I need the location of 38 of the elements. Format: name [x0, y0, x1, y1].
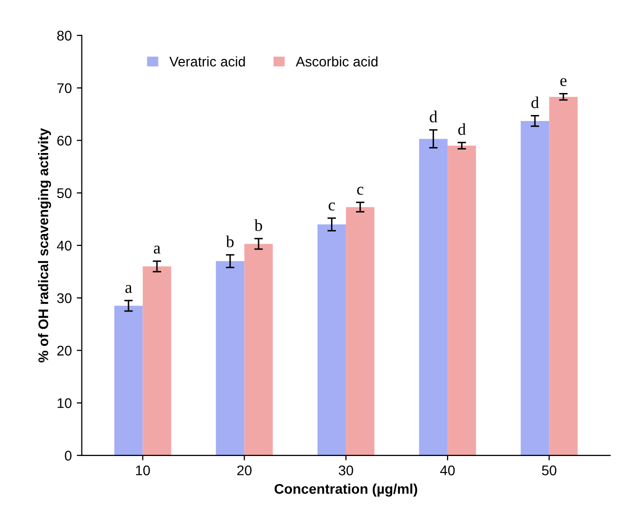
- y-tick-label: 30: [57, 293, 72, 304]
- y-tick-label: 80: [57, 30, 72, 41]
- y-tick-label: 0: [64, 450, 72, 461]
- annotation: e: [560, 78, 567, 86]
- bar: [318, 224, 346, 456]
- annotation: d: [531, 96, 539, 108]
- y-tick-label: 20: [57, 346, 72, 356]
- legend-label: Ascorbic acid: [296, 56, 378, 67]
- bar: [114, 306, 143, 456]
- annotation: a: [125, 284, 132, 293]
- bar: [244, 244, 273, 456]
- y-tick-label: 10: [58, 398, 72, 408]
- x-tick-label: 30: [338, 465, 354, 476]
- annotation: b: [254, 219, 262, 232]
- annotation: c: [328, 202, 335, 211]
- x-tick-label: 10: [136, 465, 150, 476]
- y-tick-label: 70: [57, 83, 72, 94]
- bar: [419, 138, 448, 456]
- bar: [346, 207, 374, 456]
- annotation: c: [357, 186, 364, 195]
- x-tick-label: 20: [237, 465, 252, 476]
- bar: [549, 96, 578, 456]
- legend-label: Veratric acid: [169, 56, 245, 67]
- x-tick-label: 40: [440, 465, 455, 476]
- y-axis-title: % of OH radical scavenging activity: [38, 128, 52, 362]
- bar: [520, 120, 550, 456]
- annotation: d: [458, 123, 466, 135]
- annotation: a: [154, 246, 160, 254]
- y-tick-label: 60: [57, 136, 72, 146]
- annotation: b: [226, 236, 234, 248]
- bar: [448, 146, 476, 456]
- bar: [216, 261, 244, 456]
- y-tick-label: 50: [57, 188, 72, 198]
- x-axis-title: Concentration (µg/ml): [274, 484, 418, 497]
- annotation: d: [430, 110, 438, 122]
- bar: [142, 266, 172, 456]
- x-tick-label: 50: [542, 465, 556, 476]
- y-tick-label: 40: [56, 240, 72, 251]
